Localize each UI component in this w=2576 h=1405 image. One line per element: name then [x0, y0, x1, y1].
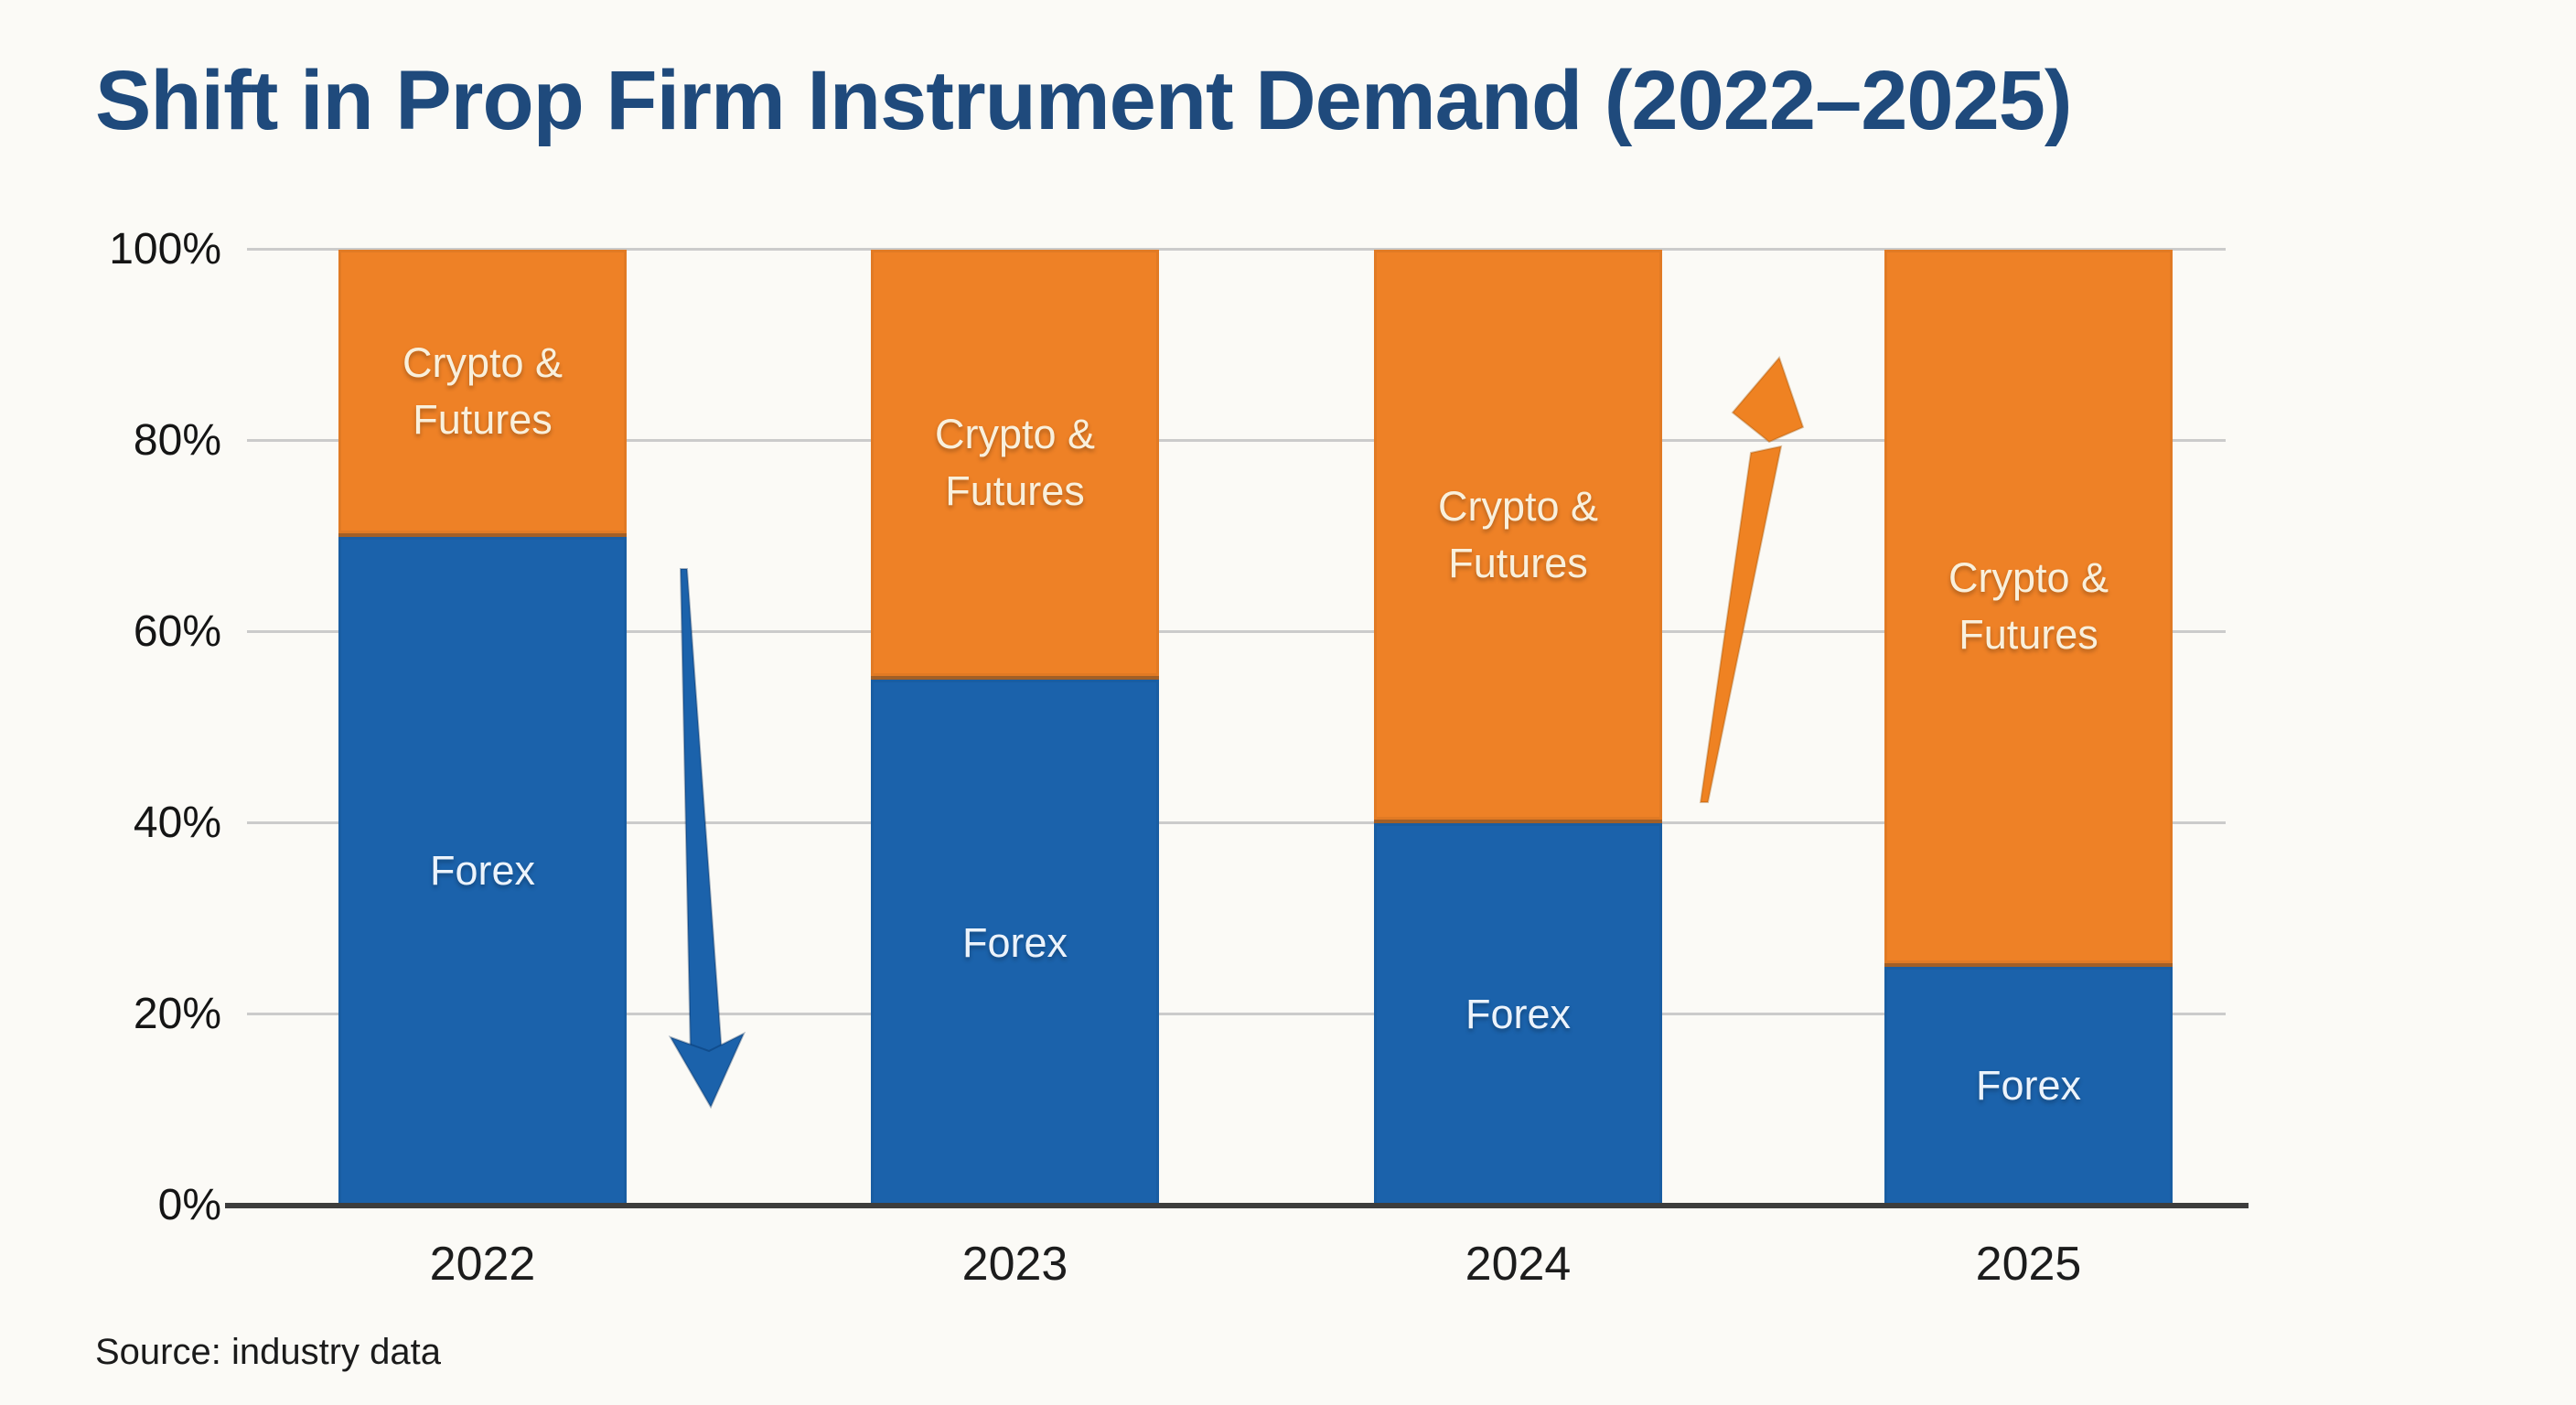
bar-2024-forex-segment: Forex [1374, 823, 1662, 1206]
bar-2024-crypto-segment: Crypto & Futures [1374, 250, 1662, 823]
segment-label-line: Crypto & [402, 338, 564, 386]
gridline-20 [247, 1013, 2226, 1015]
bar-2023-crypto-segment: Crypto & Futures [871, 250, 1159, 681]
segment-label-line: Forex [1975, 1062, 2082, 1110]
x-axis-label-2024: 2024 [1465, 1238, 1572, 1291]
y-tick-label-40: 40% [133, 799, 221, 847]
bar-2022-forex-segment: Forex [338, 536, 627, 1206]
bar-2025-crypto-segment: Crypto & Futures [1884, 250, 2173, 967]
segment-label-line: Futures [413, 395, 553, 443]
segment-label-line: Crypto & [1437, 482, 1599, 530]
segment-label-line: Forex [429, 847, 536, 895]
gridline-80 [247, 439, 2226, 442]
x-axis-baseline [225, 1203, 2249, 1208]
segment-label-line: Crypto & [934, 411, 1096, 458]
y-tick-label-100: 100% [109, 225, 221, 273]
segment-label-line: Forex [961, 918, 1068, 966]
bar-2025-forex-segment: Forex [1884, 966, 2173, 1206]
bar-2022-crypto-segment: Crypto & Futures [338, 250, 627, 537]
bar-2023-forex-segment: Forex [871, 680, 1159, 1206]
source-note: Source: industry data [95, 1332, 441, 1372]
y-tick-label-20: 20% [133, 990, 221, 1038]
y-tick-label-0: 0% [157, 1181, 221, 1229]
segment-label-line: Crypto & [1948, 553, 2109, 601]
chart-title: Shift in Prop Firm Instrument Demand (20… [95, 54, 2073, 147]
gridline-40 [247, 821, 2226, 824]
segment-label-line: Futures [945, 467, 1085, 515]
crypto-growth-arrow-icon [1699, 356, 1805, 803]
gridline-100 [247, 248, 2226, 251]
forex-decline-arrow-icon [668, 568, 746, 1110]
gridline-60 [247, 630, 2226, 633]
segment-label-line: Futures [1959, 610, 2098, 658]
segment-label-line: Futures [1448, 539, 1588, 586]
y-tick-label-80: 80% [133, 416, 221, 465]
segment-label-line: Forex [1465, 991, 1572, 1037]
y-tick-label-60: 60% [133, 607, 221, 656]
x-axis-label-2022: 2022 [429, 1238, 536, 1291]
x-axis-label-2025: 2025 [1975, 1238, 2082, 1291]
x-axis-label-2023: 2023 [961, 1238, 1068, 1291]
